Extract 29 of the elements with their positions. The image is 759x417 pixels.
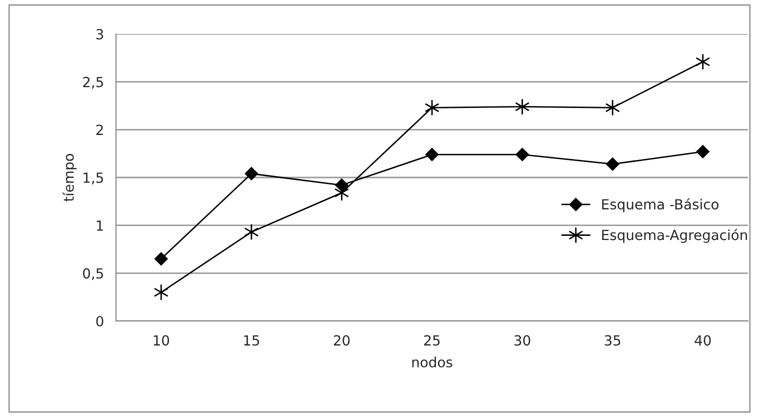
- point: [696, 145, 710, 158]
- point: [425, 148, 439, 162]
- y-tick-label: 3: [96, 28, 104, 40]
- point: [696, 53, 710, 70]
- x-tick-label: 25: [424, 335, 440, 346]
- point: [244, 224, 259, 240]
- y-tick-label: 2,5: [83, 76, 103, 89]
- point: [516, 148, 529, 162]
- point: [154, 252, 168, 266]
- y-tick-label: 0,5: [83, 268, 103, 280]
- y-axis-title: tíempo: [62, 154, 77, 202]
- x-tick-label: 10: [154, 335, 170, 346]
- x-tick-label: 15: [244, 335, 260, 346]
- y-tick-label: 0: [96, 316, 104, 326]
- point: [605, 99, 620, 116]
- y-tick-label: 1: [96, 220, 103, 231]
- point: [606, 158, 620, 171]
- x-tick-label: 40: [694, 335, 711, 346]
- point: [514, 98, 530, 116]
- y-tick-label: 2: [96, 124, 103, 135]
- x-axis-title: nodos: [412, 356, 452, 368]
- x-tick-label: 20: [334, 335, 350, 346]
- legend-label: Esquema-Agregación: [602, 228, 747, 243]
- point: [244, 167, 258, 180]
- x-tick-label: 30: [514, 335, 530, 346]
- legend-label: Esquema -Básico: [602, 198, 718, 212]
- point: [154, 284, 168, 301]
- y-tick-label: 1,5: [84, 172, 103, 184]
- x-tick-label: 35: [604, 335, 620, 346]
